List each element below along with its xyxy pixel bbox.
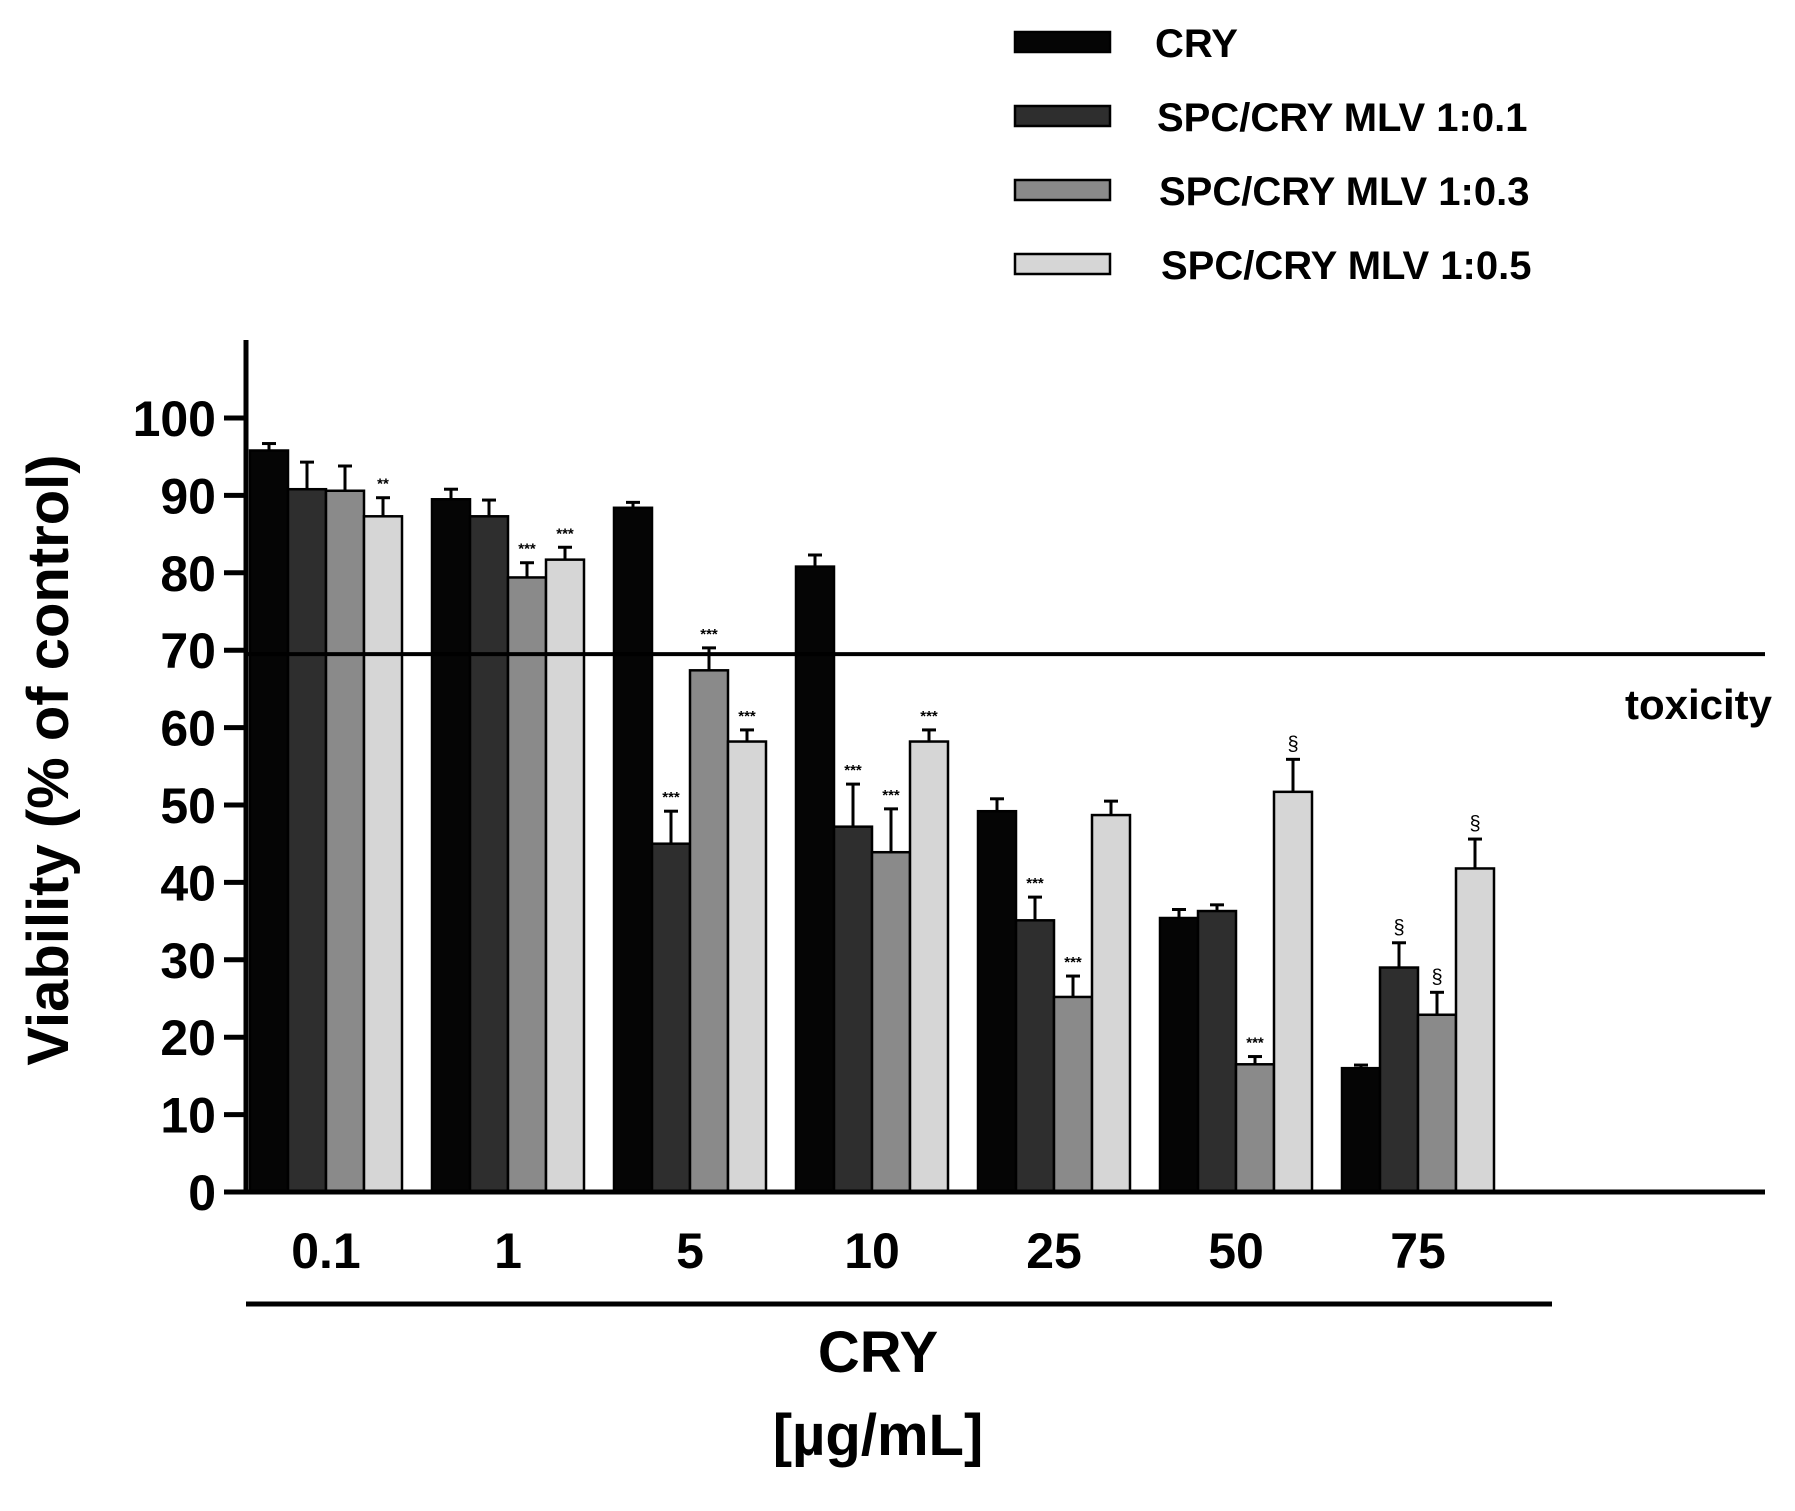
- bar-s3-c0: [362, 515, 404, 1194]
- legend-label-1: SPC/CRY MLV 1:0.1: [1157, 96, 1527, 140]
- bar-s3-c6: [1454, 867, 1496, 1194]
- legend: CRY SPC/CRY MLV 1:0.1 SPC/CRY MLV 1:0.3 SPC…: [1013, 22, 1531, 288]
- bars: ***********************************§§§§: [248, 442, 1496, 1194]
- y-tick-label-80: 80: [160, 546, 216, 602]
- y-axis-title: Viability (% of control): [16, 454, 81, 1065]
- y-tick-label-10: 10: [160, 1088, 216, 1144]
- y-tick-label-30: 30: [160, 933, 216, 989]
- x-tick-label-2: 5: [676, 1223, 704, 1279]
- bar-s3-c2: [726, 740, 768, 1194]
- bar-s2-c5: [1234, 1063, 1276, 1194]
- annotation-s2-c3: ***: [882, 787, 900, 804]
- x-axis: 0.1 1 5 10 25 50 75: [246, 1189, 1765, 1307]
- annotation-s2-c2: ***: [700, 626, 718, 643]
- x-tick-label-1: 1: [494, 1223, 522, 1279]
- y-tick-label-60: 60: [160, 701, 216, 757]
- legend-label-3: SPC/CRY MLV 1:0.5: [1161, 244, 1531, 288]
- bar-s1-c3: [832, 825, 874, 1194]
- annotation-s1-c2: ***: [662, 789, 680, 806]
- bar-s1-c0: [286, 487, 328, 1194]
- bar-s2-c4: [1052, 995, 1094, 1194]
- annotation-s1-c6: §: [1393, 917, 1404, 939]
- legend-swatch-1: [1013, 104, 1112, 128]
- bar-s3-c4: [1090, 813, 1132, 1194]
- bar-s0-c6: [1340, 1066, 1382, 1194]
- y-tick-label-50: 50: [160, 778, 216, 834]
- toxicity-label: toxicity: [1625, 681, 1773, 728]
- bar-s3-c1: [544, 558, 586, 1194]
- bar-s0-c2: [612, 506, 654, 1194]
- toxicity-threshold: toxicity: [246, 652, 1773, 728]
- x-axis-unit: [µg/mL]: [773, 1403, 984, 1468]
- bar-s1-c1: [468, 515, 510, 1194]
- bar-s2-c6: [1416, 1013, 1458, 1194]
- x-tick-label-0: 0.1: [291, 1223, 361, 1279]
- annotation-s3-c1: ***: [556, 525, 574, 542]
- y-tick-label-90: 90: [160, 468, 216, 524]
- legend-label-0: CRY: [1155, 22, 1238, 66]
- bar-s2-c3: [870, 850, 912, 1194]
- y-tick-label-70: 70: [160, 623, 216, 679]
- bar-s3-c3: [908, 740, 950, 1194]
- bar-s0-c4: [976, 809, 1018, 1194]
- y-tick-label-100: 100: [133, 391, 216, 447]
- bar-s2-c2: [688, 669, 730, 1194]
- bar-s1-c6: [1378, 966, 1420, 1194]
- annotation-s3-c0: **: [377, 476, 389, 493]
- annotation-s3-c3: ***: [920, 708, 938, 725]
- legend-swatch-2: [1013, 178, 1112, 202]
- annotation-s1-c4: ***: [1026, 875, 1044, 892]
- annotation-s3-c6: §: [1469, 813, 1480, 835]
- annotation-s3-c2: ***: [738, 708, 756, 725]
- x-tick-label-3: 10: [844, 1223, 900, 1279]
- x-axis-title: CRY: [818, 1320, 938, 1385]
- bar-s0-c5: [1158, 916, 1200, 1194]
- bar-s0-c1: [430, 498, 472, 1194]
- y-tick-label-20: 20: [160, 1010, 216, 1066]
- annotation-s2-c6: §: [1431, 966, 1442, 988]
- y-axis: 0 10 20 30 40 50 60 70 80 90 100: [133, 340, 249, 1221]
- y-tick-label-0: 0: [188, 1165, 216, 1221]
- bar-s2-c1: [506, 576, 548, 1194]
- annotation-s2-c5: ***: [1246, 1035, 1264, 1052]
- legend-swatch-0: [1013, 30, 1112, 54]
- y-tick-label-40: 40: [160, 855, 216, 911]
- bar-s0-c0: [248, 449, 290, 1194]
- bar-s2-c0: [324, 489, 366, 1194]
- x-tick-label-6: 75: [1390, 1223, 1446, 1279]
- bar-s0-c3: [794, 565, 836, 1194]
- x-tick-label-4: 25: [1026, 1223, 1082, 1279]
- bar-s1-c4: [1014, 919, 1056, 1194]
- annotation-s3-c5: §: [1287, 733, 1298, 755]
- annotation-s2-c1: ***: [518, 541, 536, 558]
- bar-s3-c5: [1272, 790, 1314, 1194]
- bar-s1-c2: [650, 842, 692, 1194]
- annotation-s2-c4: ***: [1064, 954, 1082, 971]
- legend-label-2: SPC/CRY MLV 1:0.3: [1159, 170, 1529, 214]
- bar-s1-c5: [1196, 909, 1238, 1194]
- annotation-s1-c3: ***: [844, 762, 862, 779]
- x-tick-label-5: 50: [1208, 1223, 1264, 1279]
- legend-swatch-3: [1013, 252, 1112, 276]
